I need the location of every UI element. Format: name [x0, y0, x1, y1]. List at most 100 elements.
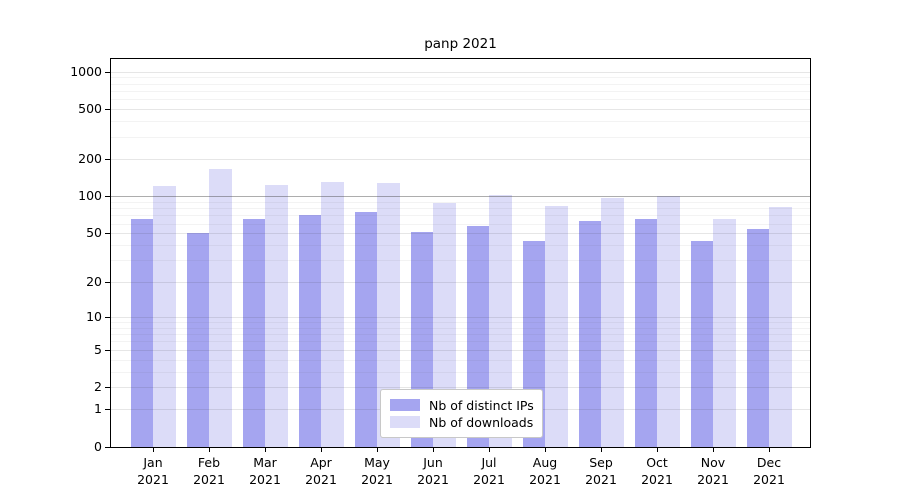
y-tick-label-500: 500 [78, 101, 102, 117]
x-tick-label-jun: Jun 2021 [405, 454, 461, 488]
y-tick-1000 [105, 71, 110, 73]
x-tick-may [377, 447, 378, 452]
x-tick-label-jul: Jul 2021 [461, 454, 517, 488]
chart-title: panp 2021 [424, 36, 497, 52]
y-tick-label-10: 10 [86, 308, 102, 324]
month-name: Dec [756, 455, 782, 470]
bar-downloads-feb [209, 168, 232, 447]
minor-gridline-4 [111, 359, 810, 361]
bar-distinct-ips-sep [578, 221, 601, 447]
x-tick-mar [265, 447, 266, 452]
minor-gridline-9 [111, 321, 810, 323]
x-tick-label-nov: Nov 2021 [685, 454, 741, 488]
month-name: Jun [423, 455, 443, 470]
month-name: Mar [253, 455, 277, 470]
bar-distinct-ips-jan [130, 219, 153, 447]
y-tick-5 [105, 349, 110, 351]
minor-gridline-7 [111, 334, 810, 336]
minor-gridline-700 [111, 91, 810, 92]
month-name: Apr [310, 455, 332, 470]
month-name: Aug [532, 455, 558, 470]
x-tick-label-sep: Sep 2021 [573, 454, 629, 488]
bar-downloads-jul [489, 194, 512, 447]
month-name: Jul [481, 455, 497, 470]
bar-distinct-ips-dec [746, 229, 769, 447]
x-tick-sep [601, 447, 602, 452]
y-tick-label-100: 100 [78, 188, 102, 204]
month-year: 2021 [697, 472, 729, 487]
x-tick-label-mar: Mar 2021 [237, 454, 293, 488]
legend-item-downloads: Nb of downloads [390, 414, 534, 430]
y-tick-20 [105, 281, 110, 283]
y-tick-2 [105, 387, 110, 389]
bar-downloads-nov [713, 219, 736, 447]
minor-gridline-90 [111, 201, 810, 203]
month-year: 2021 [641, 472, 673, 487]
gridline-500 [111, 109, 810, 111]
y-tick-0 [105, 447, 110, 448]
bar-distinct-ips-apr [298, 215, 321, 447]
x-tick-aug [545, 447, 546, 452]
y-tick-50 [105, 233, 110, 235]
legend-label-distinct-ips: Nb of distinct IPs [429, 397, 534, 413]
bar-downloads-sep [601, 197, 624, 447]
gridline-100 [111, 196, 810, 198]
y-tick-200 [105, 158, 110, 160]
bar-distinct-ips-may [354, 212, 377, 447]
y-tick-1 [105, 409, 110, 411]
month-name: Jan [143, 455, 163, 470]
bar-distinct-ips-mar [242, 219, 265, 447]
minor-gridline-900 [111, 77, 810, 79]
x-tick-jan [153, 447, 154, 452]
y-tick-label-20: 20 [86, 273, 102, 289]
minor-gridline-80 [111, 208, 810, 210]
month-name: Sep [589, 455, 613, 470]
gridline-2 [111, 387, 810, 389]
x-tick-dec [769, 447, 770, 452]
minor-gridline-3 [111, 371, 810, 373]
month-year: 2021 [305, 472, 337, 487]
x-tick-label-oct: Oct 2021 [629, 454, 685, 488]
bar-downloads-aug [545, 205, 568, 447]
bar-downloads-mar [265, 184, 288, 447]
bar-downloads-apr [321, 181, 344, 447]
legend-item-distinct-ips: Nb of distinct IPs [390, 397, 534, 413]
month-name: May [364, 455, 390, 470]
month-year: 2021 [249, 472, 281, 487]
x-tick-nov [713, 447, 714, 452]
y-tick-label-0: 0 [94, 439, 102, 454]
x-tick-label-aug: Aug 2021 [517, 454, 573, 488]
month-name: Oct [646, 455, 668, 470]
month-year: 2021 [193, 472, 225, 487]
x-tick-label-feb: Feb 2021 [181, 454, 237, 488]
minor-gridline-30 [111, 260, 810, 262]
bar-downloads-oct [657, 196, 680, 447]
minor-gridline-600 [111, 99, 810, 101]
month-year: 2021 [417, 472, 449, 487]
minor-gridline-8 [111, 327, 810, 329]
gridline-20 [111, 281, 810, 283]
legend-label-downloads: Nb of downloads [429, 414, 534, 430]
minor-gridline-800 [111, 83, 810, 85]
gridline-5 [111, 349, 810, 351]
y-tick-label-1000: 1000 [70, 63, 102, 79]
gridline-10 [111, 316, 810, 318]
bar-distinct-ips-feb [186, 233, 209, 447]
x-tick-oct [657, 447, 658, 452]
minor-gridline-400 [111, 121, 810, 123]
y-tick-10 [105, 316, 110, 318]
x-tick-jun [433, 447, 434, 452]
minor-gridline-300 [111, 136, 810, 138]
gridline-50 [111, 233, 810, 235]
bar-downloads-jun [433, 202, 456, 447]
bar-distinct-ips-oct [634, 219, 657, 447]
x-tick-apr [321, 447, 322, 452]
bar-distinct-ips-nov [690, 241, 713, 447]
bar-downloads-may [377, 183, 400, 447]
month-year: 2021 [473, 472, 505, 487]
x-tick-jul [489, 447, 490, 452]
month-year: 2021 [753, 472, 785, 487]
month-year: 2021 [361, 472, 393, 487]
plot-area [110, 58, 811, 448]
